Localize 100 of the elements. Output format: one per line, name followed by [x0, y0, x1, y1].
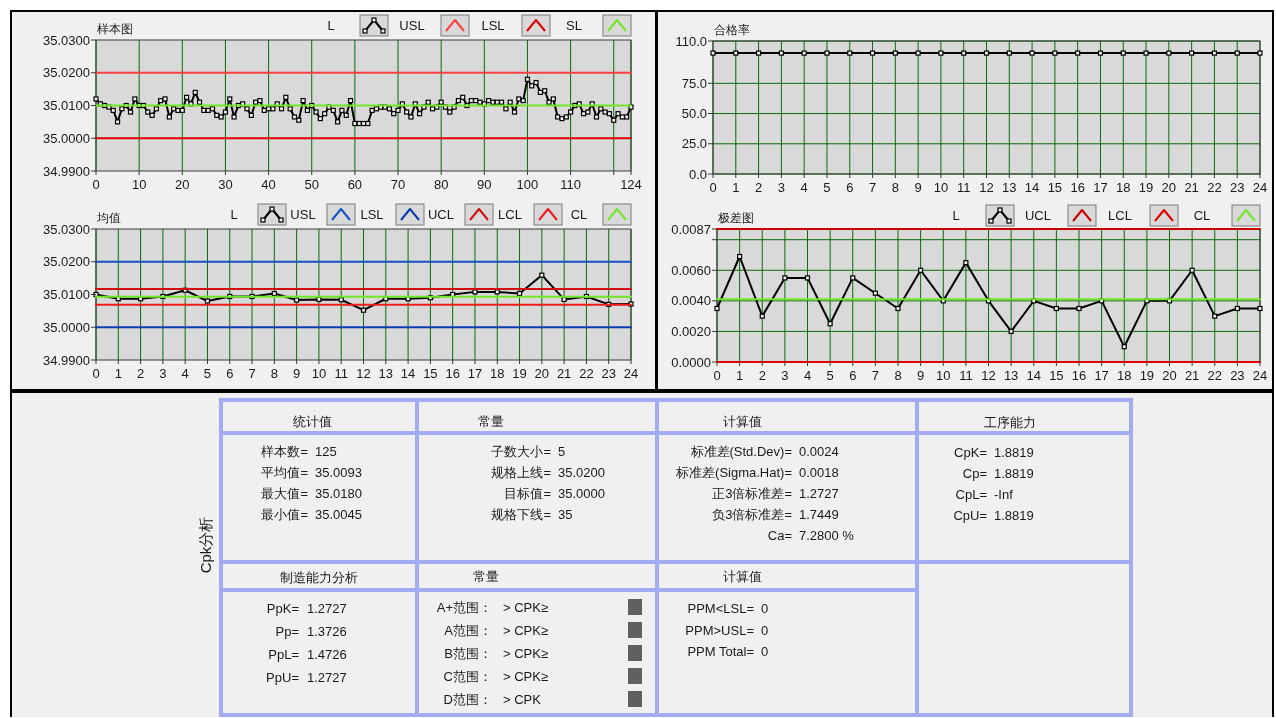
x-tick-label: 6 [849, 368, 857, 383]
x-tick-label: 40 [261, 177, 276, 192]
legend-label: LCL [498, 207, 522, 222]
legend-label: LSL [481, 18, 505, 33]
x-tick-label: 8 [894, 368, 902, 383]
text: 统计值 [292, 414, 332, 429]
x-tick-label: 2 [754, 180, 763, 195]
text: A范围： > CPK≥ [444, 623, 549, 638]
chart-title: 合格率 [714, 23, 750, 37]
x-tick-label: 50 [304, 177, 319, 192]
text: CpL= -Inf [955, 487, 1014, 502]
x-tick-label: 13 [378, 366, 394, 381]
point [204, 298, 211, 304]
x-tick-label: 24 [623, 366, 639, 381]
x-tick-label: 20 [175, 177, 190, 192]
x-tick-label: 0 [92, 366, 100, 381]
y-tick-label: 35.0200 [43, 65, 90, 81]
point [963, 260, 969, 266]
x-tick-label: 124 [620, 177, 642, 192]
x-tick-label: 2 [758, 368, 766, 383]
x-tick-label: 70 [390, 177, 406, 192]
x-tick-label: 6 [846, 180, 854, 195]
x-tick-label: 13 [1003, 368, 1019, 383]
point [1008, 328, 1014, 335]
x-tick-label: 17 [467, 366, 483, 381]
text: PPM Total= 0 [687, 644, 769, 659]
text: 正3倍标准差= 1.2727 [712, 486, 839, 501]
text: 常量 [478, 414, 504, 429]
point [895, 305, 901, 312]
x-tick-label: 21 [1184, 180, 1199, 195]
x-tick-label: 4 [800, 180, 808, 195]
x-tick-label: 90 [477, 177, 492, 192]
point [494, 289, 500, 295]
x-tick-label: 21 [1184, 368, 1200, 383]
text: 标准差(Std.Dev)= 0.0024 [689, 444, 839, 459]
text: 负3倍标准差= 1.7449 [712, 507, 839, 522]
point [804, 275, 811, 281]
x-tick-label: 1 [736, 368, 744, 383]
point [472, 289, 478, 295]
x-tick-label: 15 [423, 366, 438, 381]
x-tick-label: 10 [936, 368, 951, 383]
text: 标准差(Sigma.Hat)= 0.0018 [675, 465, 839, 480]
chart-title: 均值 [96, 211, 121, 225]
x-tick-label: 11 [334, 366, 348, 381]
text: PPM<LSL= 0 [687, 601, 769, 616]
x-tick-label: 9 [917, 368, 925, 383]
y-tick-label: 35.0100 [43, 287, 90, 303]
text: 常量 [473, 569, 499, 584]
x-tick-label: 9 [293, 366, 301, 381]
x-tick-label: 15 [1047, 180, 1063, 195]
legend-label: L [952, 208, 960, 223]
x-tick-label: 4 [803, 368, 812, 383]
x-tick-label: 18 [490, 366, 505, 381]
x-tick-label: 1 [114, 366, 122, 381]
x-tick-label: 7 [868, 180, 877, 195]
legend-label: CL [570, 207, 588, 222]
x-tick-label: 6 [226, 366, 234, 381]
chart-title: 极差图 [717, 211, 754, 225]
point [1234, 305, 1240, 312]
x-tick-label: 7 [248, 366, 256, 381]
x-tick-label: 13 [1002, 180, 1017, 195]
text: 目标值= 35.0000 [504, 486, 605, 501]
text: CpK= 1.8819 [954, 445, 1034, 460]
y-tick-label: 35.0200 [43, 254, 90, 270]
text: CpU= 1.8819 [953, 508, 1034, 523]
x-tick-label: 14 [1024, 180, 1040, 195]
point [759, 313, 765, 319]
x-tick-label: 11 [959, 368, 973, 383]
text: Ca= 7.2800 % [767, 528, 855, 543]
x-tick-label: 12 [979, 180, 994, 195]
x-tick-label: 24 [1252, 368, 1268, 383]
legend-label: USL [399, 18, 425, 33]
x-tick-label: 18 [1116, 180, 1131, 195]
text: PpL= 1.4726 [268, 647, 347, 662]
point [539, 272, 545, 278]
y-tick-label: 35.0000 [43, 319, 90, 335]
x-tick-label: 8 [270, 366, 278, 381]
point [1121, 344, 1127, 350]
legend-label: USL [290, 207, 316, 222]
x-tick-label: 10 [933, 180, 949, 195]
text: PPM>USL= 0 [685, 622, 769, 638]
text: PpK= 1.2727 [266, 601, 347, 616]
y-tick-label: 35.0300 [43, 32, 90, 48]
x-tick-label: 17 [1093, 180, 1108, 195]
x-tick-label: 20 [1161, 180, 1177, 195]
y-tick-label: 25.0 [681, 136, 707, 152]
text: Cpk分析 [197, 516, 214, 574]
legend-label: L [327, 18, 335, 33]
x-tick-label: 16 [1071, 368, 1087, 383]
point [1257, 305, 1263, 312]
x-tick-label: 19 [512, 366, 527, 381]
point [271, 290, 277, 297]
text: A+范围： > CPK≥ [436, 600, 549, 615]
x-tick-label: 4 [181, 366, 189, 381]
y-tick-label: 0.0060 [671, 262, 711, 278]
x-tick-label: 17 [1094, 368, 1109, 383]
x-tick-label: 23 [1230, 368, 1245, 383]
x-tick-label: 1 [732, 180, 740, 195]
y-tick-label: 0.0020 [671, 323, 711, 339]
y-tick-label: 0.0040 [671, 293, 711, 309]
